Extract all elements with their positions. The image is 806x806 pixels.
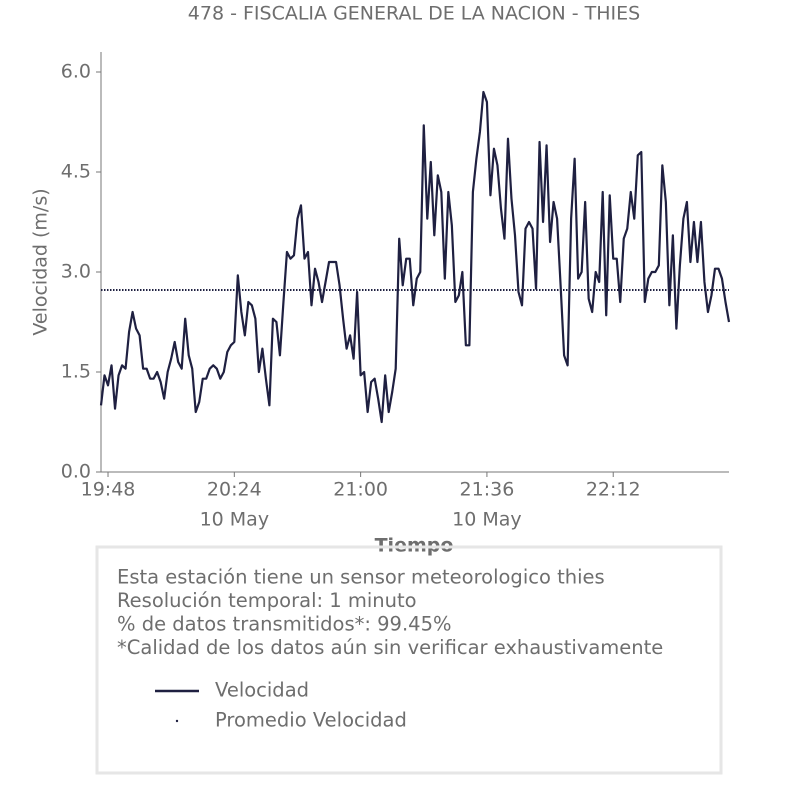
legend-swatch <box>175 719 179 723</box>
legend-label: Velocidad <box>215 679 309 702</box>
y-tick-label: 4.5 <box>61 161 91 183</box>
info-line: *Calidad de los datos aún sin verificar … <box>117 636 663 659</box>
chart-title: 478 - FISCALIA GENERAL DE LA NACION - TH… <box>188 3 640 25</box>
legend-label: Promedio Velocidad <box>215 709 407 732</box>
series-line <box>99 90 731 424</box>
x-tick-label: 21:00 <box>333 479 388 501</box>
x-tick-label: 20:24 <box>207 479 262 501</box>
x-date-label: 10 May <box>452 509 522 531</box>
y-tick-label: 3.0 <box>61 261 91 283</box>
info-line: % de datos transmitidos*: 99.45% <box>117 613 452 636</box>
info-box <box>95 545 723 775</box>
y-axis-title: Velocidad (m/s) <box>30 188 52 335</box>
info-line: Resolución temporal: 1 minuto <box>117 589 417 612</box>
x-tick-label: 19:48 <box>81 479 136 501</box>
y-tick-label: 6.0 <box>61 61 91 83</box>
x-tick-label: 22:12 <box>586 479 641 501</box>
y-tick-label: 1.5 <box>61 361 91 383</box>
x-date-label: 10 May <box>200 509 270 531</box>
x-tick-label: 21:36 <box>460 479 515 501</box>
info-line: Esta estación tiene un sensor meteorolog… <box>117 566 605 589</box>
y-tick-label: 0.0 <box>61 461 91 483</box>
